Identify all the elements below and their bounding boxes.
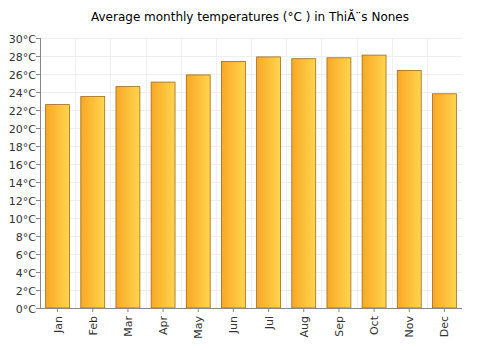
x-tick-label: Jul [263, 316, 276, 330]
y-tick [36, 92, 40, 93]
x-tick [268, 308, 269, 312]
y-tick [36, 272, 40, 273]
x-tick-label: Oct [368, 315, 381, 335]
bar [292, 59, 316, 308]
y-tick-label: 4°C [16, 267, 36, 280]
bar [221, 61, 245, 308]
y-tick-label: 6°C [16, 249, 36, 262]
y-tick-label: 18°C [9, 141, 36, 154]
y-tick [36, 110, 40, 111]
y-tick [36, 56, 40, 57]
y-axis [40, 38, 41, 308]
bar [362, 55, 386, 308]
vertical-grid-line [321, 38, 322, 308]
bar [432, 94, 456, 308]
y-tick-label: 8°C [16, 231, 36, 244]
y-tick-label: 22°C [9, 105, 36, 118]
y-tick [36, 254, 40, 255]
bar [116, 87, 140, 308]
grid-line [40, 38, 462, 39]
x-tick [198, 308, 199, 312]
y-tick [36, 38, 40, 39]
vertical-grid-line [251, 38, 252, 308]
chart-svg: Average monthly temperatures (°C ) in Th… [0, 0, 500, 350]
chart-container: Average monthly temperatures (°C ) in Th… [0, 0, 500, 350]
bars [46, 55, 457, 308]
y-tick-label: 16°C [9, 159, 36, 172]
grid-line [40, 308, 462, 309]
y-tick [36, 236, 40, 237]
x-tick-label: Sep [333, 316, 346, 337]
y-tick [36, 200, 40, 201]
x-tick-label: Nov [403, 316, 416, 338]
grid [40, 38, 462, 309]
x-axis [40, 308, 462, 309]
vertical-grid-line [392, 38, 393, 308]
bar [397, 70, 421, 308]
x-tick [303, 308, 304, 312]
x-tick [409, 308, 410, 312]
x-tick [374, 308, 375, 312]
y-tick [36, 308, 40, 309]
x-tick-label: Aug [298, 316, 311, 337]
bar [151, 82, 175, 308]
y-tick [36, 146, 40, 147]
y-tick-label: 26°C [9, 69, 36, 82]
y-tick [36, 128, 40, 129]
vertical-grid-line [181, 38, 182, 308]
x-tick-label: May [192, 316, 205, 339]
vertical-grid-line [40, 38, 41, 308]
y-tick-label: 24°C [9, 87, 36, 100]
x-tick [338, 308, 339, 312]
x-tick [233, 308, 234, 312]
vertical-grid-line [286, 38, 287, 308]
x-tick-label: Dec [438, 316, 451, 337]
y-tick [36, 164, 40, 165]
y-tick [36, 74, 40, 75]
x-tick [127, 308, 128, 312]
x-tick-label: Mar [122, 316, 135, 337]
vertical-grid-line [75, 38, 76, 308]
vertical-grid-line [216, 38, 217, 308]
y-tick-label: 20°C [9, 123, 36, 136]
y-tick-label: 0°C [16, 303, 36, 316]
y-tick-label: 2°C [16, 285, 36, 298]
x-tick-label: Apr [157, 316, 170, 336]
x-tick [444, 308, 445, 312]
x-tick-label: Feb [87, 316, 100, 335]
bar [186, 75, 210, 308]
grid-line [40, 56, 462, 57]
bar [46, 105, 70, 308]
vertical-grid-line [427, 38, 428, 308]
bar [257, 57, 281, 308]
x-tick [57, 308, 58, 312]
vertical-grid-line [357, 38, 358, 308]
vertical-grid-line [146, 38, 147, 308]
bar [327, 58, 351, 308]
y-tick-label: 14°C [9, 177, 36, 190]
y-tick [36, 182, 40, 183]
title: Average monthly temperatures (°C ) in Th… [91, 9, 409, 24]
vertical-grid-line [110, 38, 111, 308]
y-tick-label: 12°C [9, 195, 36, 208]
y-tick [36, 290, 40, 291]
bar [81, 97, 105, 309]
y-tick [36, 218, 40, 219]
x-tick [163, 308, 164, 312]
y-tick-label: 30°C [9, 33, 36, 46]
x-tick-label: Jan [52, 316, 65, 334]
y-tick-label: 10°C [9, 213, 36, 226]
x-tick-label: Jun [227, 316, 240, 334]
x-tick [92, 308, 93, 312]
y-tick-label: 28°C [9, 51, 36, 64]
